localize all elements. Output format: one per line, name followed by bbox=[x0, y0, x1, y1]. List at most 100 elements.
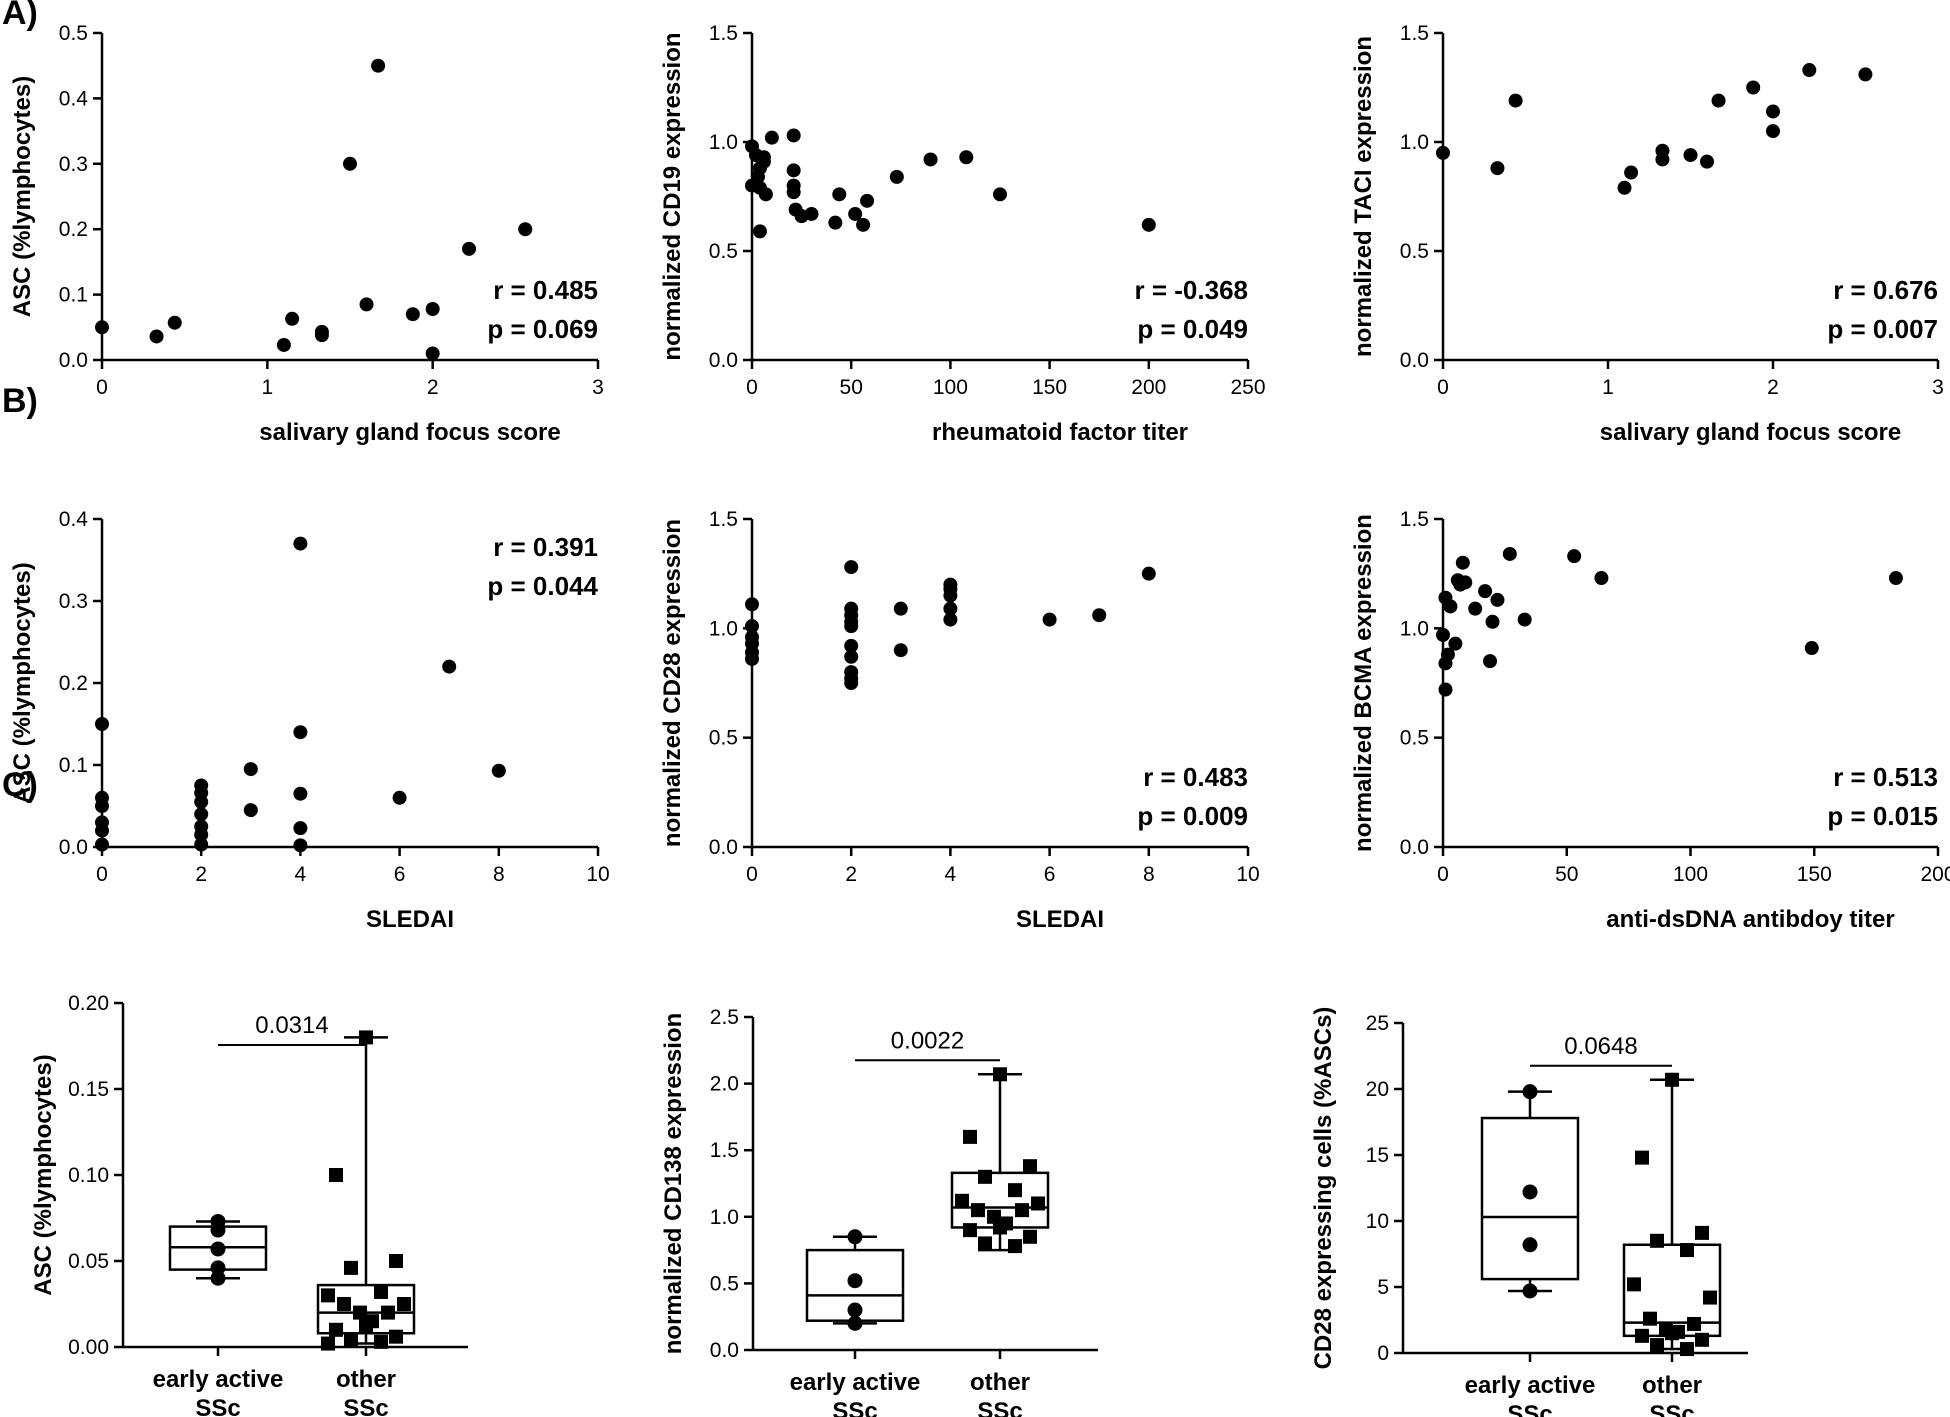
category-label: early active bbox=[1465, 1372, 1596, 1399]
chart-a3: 0.0 0.5 1.0 1.5 normalized TACI expression 0 1… bbox=[1350, 22, 1944, 446]
data-point bbox=[1031, 1196, 1045, 1211]
data-point bbox=[95, 837, 109, 852]
category-label: other bbox=[1642, 1372, 1702, 1399]
data-point bbox=[856, 217, 871, 232]
data-point bbox=[756, 154, 771, 169]
data-point bbox=[1687, 1316, 1701, 1331]
data-point bbox=[1627, 1277, 1641, 1292]
stat-r: r = 0.483 bbox=[1143, 762, 1248, 792]
data-point bbox=[1468, 601, 1483, 616]
data-point bbox=[786, 128, 801, 143]
data-point bbox=[923, 152, 938, 167]
data-point bbox=[1680, 1342, 1694, 1357]
y-tick-label: 0.0 bbox=[1400, 349, 1429, 372]
x-tick-label: 2 bbox=[845, 863, 857, 886]
data-point bbox=[462, 241, 477, 256]
stat-r: r = 0.485 bbox=[493, 275, 598, 305]
x-tick-label: 4 bbox=[945, 863, 957, 886]
data-point bbox=[1567, 549, 1582, 564]
y-tick-label: 5 bbox=[1377, 1276, 1389, 1299]
data-point bbox=[392, 790, 407, 805]
data-point bbox=[889, 169, 904, 184]
chart-a1: 0.0 0.1 0.2 0.3 0.4 0.5 ASC (%lymphocytes) 0 1 2 3… bbox=[9, 22, 604, 446]
y-tick-label: 1.0 bbox=[1400, 131, 1429, 154]
x-tick-label: 3 bbox=[1932, 376, 1944, 399]
data-point bbox=[1458, 575, 1473, 590]
y-tick-label: 0.0 bbox=[709, 836, 738, 859]
data-point bbox=[1804, 641, 1819, 656]
data-point bbox=[745, 619, 759, 634]
p-value-label: 0.0648 bbox=[1564, 1033, 1637, 1060]
data-point bbox=[1448, 636, 1463, 651]
x-tick-label: 0 bbox=[96, 863, 108, 886]
y-tick-label: 0.00 bbox=[68, 1336, 109, 1359]
y-axis-label: normalized CD28 expression bbox=[659, 519, 686, 847]
x-axis-label: anti-dsDNA antibdoy titer bbox=[1606, 906, 1894, 933]
y-tick-label: 1.0 bbox=[1400, 617, 1429, 640]
data-point bbox=[1440, 647, 1455, 662]
chart-a2: 0.0 0.5 1.0 1.5 normalized CD19 expression 0 5… bbox=[659, 22, 1266, 446]
data-point bbox=[285, 311, 300, 326]
data-point bbox=[1436, 627, 1450, 642]
data-point bbox=[293, 536, 308, 551]
data-point bbox=[943, 588, 958, 603]
y-tick-label: 1.5 bbox=[1400, 22, 1429, 45]
data-point bbox=[993, 1220, 1007, 1235]
y-tick-label: 1.5 bbox=[710, 1139, 739, 1162]
data-point bbox=[804, 206, 819, 221]
data-point bbox=[832, 187, 847, 202]
data-point bbox=[978, 1169, 992, 1184]
data-point bbox=[95, 320, 109, 335]
data-point bbox=[1008, 1239, 1022, 1254]
x-tick-label: 8 bbox=[493, 863, 505, 886]
y-tick-label: 0.0 bbox=[709, 349, 738, 372]
data-point bbox=[149, 329, 164, 344]
data-point bbox=[1711, 93, 1726, 108]
data-point bbox=[893, 643, 908, 658]
data-point bbox=[371, 58, 386, 73]
y-tick-label: 0.1 bbox=[59, 284, 88, 307]
x-tick-label: 250 bbox=[1230, 376, 1265, 399]
x-tick-label: 8 bbox=[1143, 863, 1155, 886]
x-tick-label: 3 bbox=[592, 376, 604, 399]
data-point bbox=[293, 838, 308, 853]
x-axis-label: rheumatoid factor titer bbox=[932, 419, 1188, 446]
data-point bbox=[1443, 599, 1458, 614]
data-point bbox=[353, 1305, 367, 1320]
data-point bbox=[1624, 165, 1639, 180]
data-point bbox=[847, 1315, 863, 1331]
data-point bbox=[848, 206, 863, 221]
data-point bbox=[389, 1254, 403, 1268]
data-point bbox=[344, 1333, 358, 1348]
data-point bbox=[1042, 612, 1057, 627]
data-point bbox=[1141, 566, 1156, 581]
data-point bbox=[1665, 1326, 1679, 1341]
data-point bbox=[405, 307, 420, 322]
x-tick-label: 150 bbox=[1797, 863, 1832, 886]
data-point bbox=[1008, 1183, 1022, 1198]
x-axis-label: salivary gland focus score bbox=[1600, 419, 1901, 446]
data-point bbox=[959, 150, 974, 165]
y-tick-label: 0.20 bbox=[68, 992, 109, 1015]
x-tick-label: 200 bbox=[1920, 863, 1950, 886]
y-tick-label: 0.0 bbox=[710, 1339, 739, 1362]
data-point bbox=[943, 601, 958, 616]
x-tick-label: 0 bbox=[1437, 376, 1449, 399]
x-tick-label: 200 bbox=[1131, 376, 1166, 399]
data-point bbox=[210, 1260, 226, 1276]
y-tick-label: 0.2 bbox=[59, 672, 88, 695]
x-tick-label: 6 bbox=[1044, 863, 1056, 886]
stat-p: p = 0.009 bbox=[1137, 801, 1248, 831]
data-point bbox=[893, 601, 908, 616]
data-point bbox=[1683, 148, 1698, 163]
data-point bbox=[993, 1067, 1007, 1082]
data-point bbox=[828, 215, 843, 230]
data-point bbox=[1522, 1283, 1538, 1299]
data-point bbox=[844, 649, 859, 664]
x-tick-label: 1 bbox=[261, 376, 273, 399]
data-point bbox=[847, 1273, 863, 1289]
data-point bbox=[745, 651, 759, 666]
data-point bbox=[194, 827, 209, 842]
data-point bbox=[844, 619, 859, 634]
data-point bbox=[1502, 546, 1517, 561]
